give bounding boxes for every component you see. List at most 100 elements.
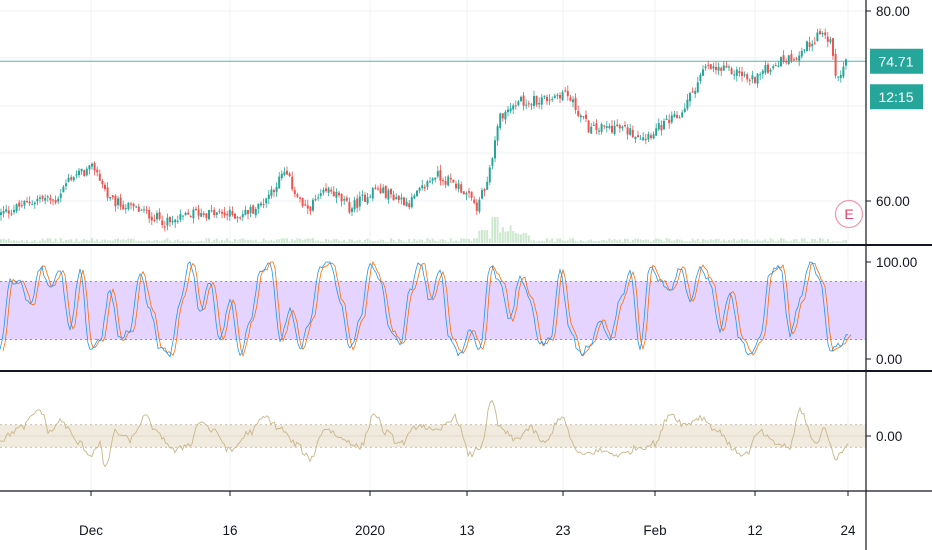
volume-bar <box>470 240 473 243</box>
candle-body <box>166 217 169 226</box>
candle-body <box>234 213 236 219</box>
candle-body <box>413 195 416 199</box>
time-axis[interactable]: Dec 16 2020 13 23 Feb 12 24 <box>79 491 856 538</box>
volume-bar <box>517 233 520 243</box>
candle-body <box>608 126 611 129</box>
volume-bar <box>169 240 171 243</box>
volume-bar <box>551 238 554 243</box>
volume-bar <box>725 240 728 243</box>
candle-body <box>358 196 361 207</box>
candle-body <box>377 188 379 190</box>
candle-body <box>535 95 538 105</box>
candle-body <box>546 96 548 102</box>
candle-body <box>798 55 801 61</box>
volume-bar <box>813 238 816 243</box>
volume-bar <box>13 240 15 243</box>
volume-bar <box>158 240 161 243</box>
candle-body <box>70 177 73 180</box>
candle-body <box>569 97 572 101</box>
candle-body <box>491 158 494 166</box>
oscillator-line <box>0 399 849 468</box>
candle-body <box>249 207 252 213</box>
candle-body <box>800 50 803 57</box>
candle-body <box>486 181 489 190</box>
volume-bar <box>371 240 374 243</box>
candle-body <box>239 217 242 219</box>
volume-bar <box>699 241 702 243</box>
candle-body <box>821 33 824 35</box>
volume-bar <box>202 241 205 243</box>
volume-bar <box>434 240 437 243</box>
volume-bar <box>800 238 803 243</box>
candle-body <box>54 200 57 203</box>
candle-body <box>122 204 125 210</box>
candle-body <box>33 202 36 205</box>
candle-body <box>702 69 704 76</box>
candle-body <box>803 49 806 51</box>
volume-bar <box>46 238 49 243</box>
candle-body <box>137 206 140 212</box>
volume-bar <box>137 240 140 243</box>
candle-body <box>634 136 637 139</box>
candle-body <box>319 193 322 196</box>
volume-bar <box>681 240 684 243</box>
candlesticks[interactable] <box>0 28 847 232</box>
candle-body <box>423 186 426 189</box>
countdown-label: 12:15 <box>878 89 913 105</box>
candle-body <box>673 114 676 117</box>
candle-body <box>561 92 564 100</box>
volume-bar <box>600 240 603 243</box>
volume-bar <box>473 238 476 243</box>
volume-bar <box>377 240 379 243</box>
volume-bar <box>436 241 439 243</box>
candle-body <box>543 95 546 97</box>
candle-body <box>59 193 62 198</box>
candle-body <box>309 206 312 212</box>
volume-bar <box>582 240 585 243</box>
candle-body <box>496 126 499 141</box>
volume-bar <box>447 241 450 243</box>
volume-bar <box>78 241 80 243</box>
price-axis[interactable]: 80.00 60.00 100.00 0.00 0.00 <box>866 4 917 444</box>
volume-bar <box>655 238 658 243</box>
candle-body <box>247 210 249 214</box>
candle-body <box>499 113 502 128</box>
volume-bar <box>829 241 832 243</box>
volume-bar <box>0 239 2 243</box>
volume-bar <box>509 225 512 243</box>
volume-bar <box>689 241 691 243</box>
volume-bar <box>585 241 587 243</box>
volume-bar <box>176 239 179 243</box>
volume-bar <box>746 239 749 243</box>
candle-body <box>624 124 626 127</box>
stoch-tick-label: 100.00 <box>876 255 917 270</box>
volume-bar <box>720 241 723 243</box>
volume-bar <box>715 238 717 243</box>
price-tick-label: 80.00 <box>876 4 910 19</box>
candle-body <box>145 209 148 211</box>
volume-bar <box>44 240 47 243</box>
candle-body <box>694 91 697 94</box>
volume-bar <box>395 241 398 243</box>
candle-body <box>124 208 127 210</box>
earnings-marker[interactable]: E <box>834 199 864 229</box>
candle-body <box>540 97 543 105</box>
candle-body <box>683 108 686 112</box>
candle-body <box>590 126 593 134</box>
candle-body <box>826 36 829 42</box>
volume-bar <box>390 238 392 243</box>
last-price-label: 74.71 <box>878 53 913 69</box>
volume-bar <box>525 233 528 243</box>
candle-body <box>252 205 255 214</box>
candle-body <box>548 99 551 101</box>
volume-bar <box>83 238 86 243</box>
volume-bar <box>5 239 8 243</box>
candle-body <box>462 191 465 195</box>
volume-bar <box>332 239 335 243</box>
volume-bar <box>673 240 676 243</box>
volume-bar <box>816 240 819 243</box>
volume-bar <box>57 241 60 243</box>
volume-bar <box>756 239 759 243</box>
volume-bar <box>384 241 387 243</box>
